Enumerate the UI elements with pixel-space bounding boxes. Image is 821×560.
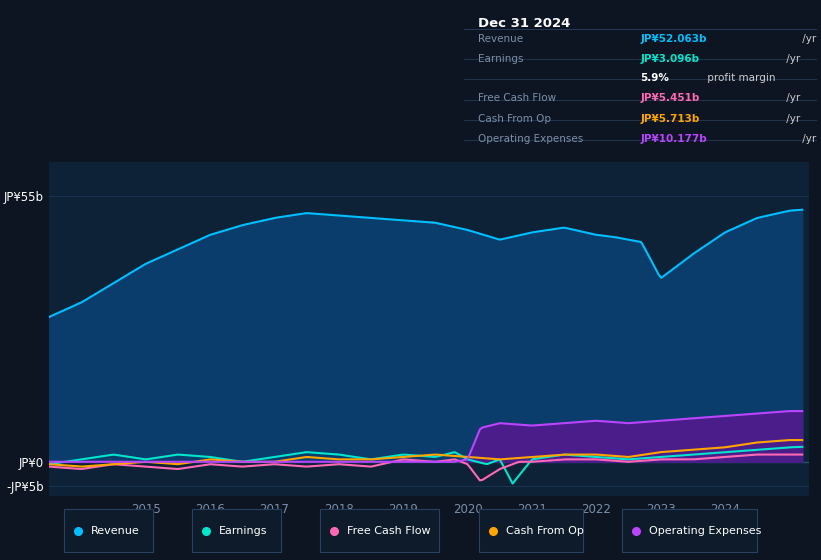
Text: Earnings: Earnings <box>478 54 524 64</box>
Text: Free Cash Flow: Free Cash Flow <box>346 526 430 535</box>
FancyBboxPatch shape <box>64 510 153 552</box>
Text: profit margin: profit margin <box>704 73 775 83</box>
Text: Cash From Op: Cash From Op <box>478 114 551 124</box>
Text: 5.9%: 5.9% <box>640 73 669 83</box>
Text: Free Cash Flow: Free Cash Flow <box>478 94 556 104</box>
Text: Operating Expenses: Operating Expenses <box>478 134 583 144</box>
Text: Cash From Op: Cash From Op <box>506 526 584 535</box>
Text: /yr: /yr <box>783 54 800 64</box>
Text: Earnings: Earnings <box>219 526 268 535</box>
Text: /yr: /yr <box>783 94 800 104</box>
Text: Operating Expenses: Operating Expenses <box>649 526 761 535</box>
FancyBboxPatch shape <box>192 510 281 552</box>
Text: Dec 31 2024: Dec 31 2024 <box>478 17 571 30</box>
Text: JP¥5.451b: JP¥5.451b <box>640 94 699 104</box>
Text: Revenue: Revenue <box>478 34 523 44</box>
FancyBboxPatch shape <box>622 510 757 552</box>
Text: JP¥10.177b: JP¥10.177b <box>640 134 707 144</box>
Text: /yr: /yr <box>783 114 800 124</box>
FancyBboxPatch shape <box>320 510 439 552</box>
Text: Revenue: Revenue <box>91 526 140 535</box>
Text: JP¥5.713b: JP¥5.713b <box>640 114 699 124</box>
Text: /yr: /yr <box>800 134 817 144</box>
FancyBboxPatch shape <box>479 510 583 552</box>
Text: /yr: /yr <box>800 34 817 44</box>
Text: JP¥52.063b: JP¥52.063b <box>640 34 707 44</box>
Text: JP¥3.096b: JP¥3.096b <box>640 54 699 64</box>
